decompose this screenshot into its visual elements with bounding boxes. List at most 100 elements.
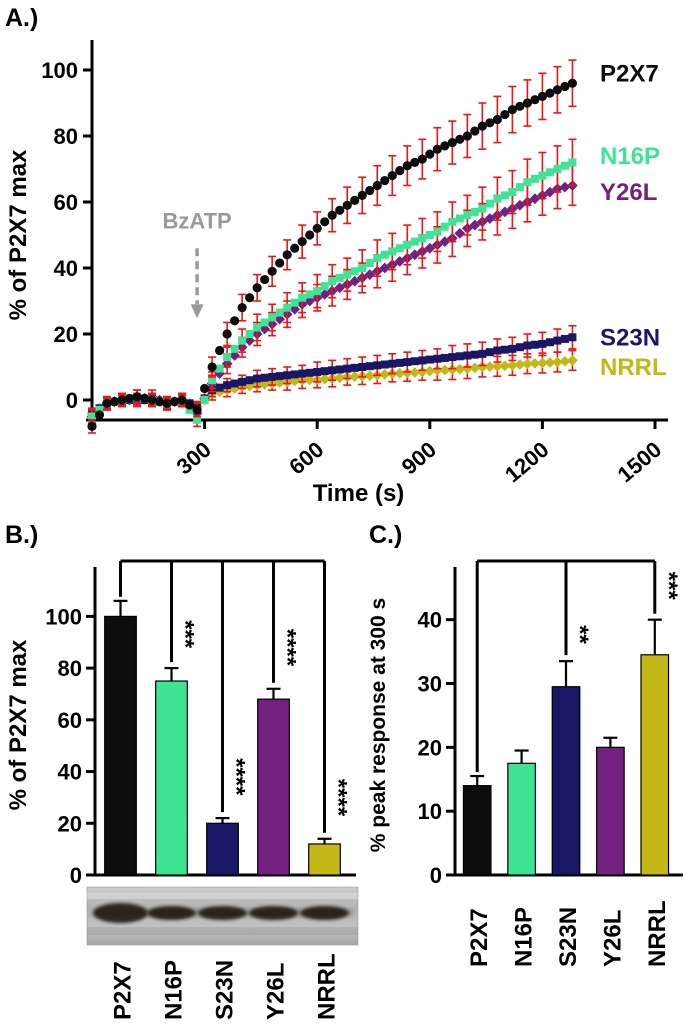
y-tick-label: 60	[58, 708, 82, 733]
marker	[545, 88, 555, 98]
marker	[335, 365, 344, 374]
marker	[470, 207, 479, 216]
bzatp-arrowhead	[190, 304, 204, 319]
marker	[530, 340, 539, 349]
blot-band-NRRL	[300, 906, 349, 920]
panel-b-label: B.)	[5, 521, 39, 549]
marker	[491, 360, 503, 372]
marker	[440, 222, 449, 231]
marker	[283, 303, 292, 312]
marker	[469, 219, 481, 231]
marker	[515, 183, 524, 192]
significance-bracket: *****	[475, 559, 682, 773]
y-tick-label: 0	[70, 863, 82, 888]
marker	[238, 336, 247, 345]
x-category-label: N16P	[161, 960, 188, 1020]
marker	[403, 358, 412, 367]
x-category-label: N16P	[511, 907, 538, 967]
marker	[88, 412, 96, 421]
marker	[305, 230, 315, 240]
marker	[184, 400, 195, 410]
bar-S23N	[551, 686, 581, 876]
marker	[380, 175, 390, 186]
marker	[380, 360, 389, 369]
marker	[238, 377, 247, 386]
marker	[290, 243, 300, 253]
marker	[245, 376, 254, 385]
marker	[478, 204, 487, 213]
marker	[401, 367, 413, 379]
marker	[492, 114, 502, 125]
marker	[253, 323, 262, 332]
marker	[515, 343, 524, 352]
x-category-label: Y26L	[599, 910, 626, 967]
marker	[553, 165, 562, 173]
marker	[268, 313, 277, 322]
marker	[425, 231, 434, 239]
marker	[230, 316, 240, 326]
significance-stars: ****	[274, 629, 301, 667]
marker	[260, 373, 269, 382]
x-tick-label: 300	[172, 437, 216, 480]
marker	[305, 368, 314, 377]
marker	[312, 223, 322, 233]
y-tick-label: 0	[66, 388, 78, 413]
western-blot	[86, 886, 359, 946]
marker	[208, 376, 217, 385]
marker	[283, 371, 292, 380]
marker	[319, 373, 331, 385]
x-category-label: Y26L	[263, 963, 290, 1020]
marker	[364, 370, 376, 382]
marker	[365, 185, 375, 196]
marker	[560, 334, 569, 343]
blot-band-N16P	[147, 906, 196, 920]
marker	[320, 217, 330, 227]
marker	[440, 353, 449, 362]
series-label-P2X7: P2X7	[600, 60, 659, 87]
marker	[560, 81, 570, 92]
marker	[447, 138, 457, 148]
marker	[477, 121, 487, 131]
significance-stars: ***	[655, 572, 682, 601]
x-category-label: NRRL	[644, 900, 671, 967]
marker	[349, 275, 361, 287]
bar-Y26L	[596, 746, 625, 876]
x-category-label: P2X7	[466, 908, 493, 967]
marker	[290, 370, 299, 379]
marker	[431, 364, 443, 376]
marker	[154, 397, 165, 407]
y-tick-label: 60	[54, 190, 78, 215]
marker	[245, 330, 254, 338]
marker	[433, 227, 442, 236]
marker	[268, 372, 277, 381]
x-tick-label: 900	[397, 437, 441, 480]
marker	[319, 289, 331, 300]
marker	[470, 350, 479, 359]
marker	[343, 364, 352, 373]
marker	[334, 372, 346, 384]
marker	[364, 269, 376, 280]
marker	[109, 397, 120, 407]
marker	[223, 381, 232, 390]
marker	[207, 362, 217, 372]
marker	[455, 352, 464, 361]
marker	[334, 282, 346, 294]
blot-streak	[87, 893, 358, 899]
marker	[544, 186, 556, 198]
marker	[500, 109, 510, 120]
marker	[304, 374, 316, 386]
marker	[297, 237, 307, 247]
timecourse-chart: 0 20 40 60 80 100 300 600 900 1200 1500 Time (s) % o…	[5, 40, 668, 507]
marker	[343, 270, 352, 279]
marker	[476, 361, 488, 373]
marker	[260, 274, 270, 285]
blot-streak	[87, 927, 358, 935]
marker	[417, 154, 427, 164]
x-category-label: S23N	[555, 907, 582, 967]
marker	[305, 290, 314, 299]
marker	[454, 227, 466, 239]
marker	[365, 259, 374, 268]
x-axis-title: Time (s)	[313, 480, 405, 507]
marker	[102, 398, 112, 408]
